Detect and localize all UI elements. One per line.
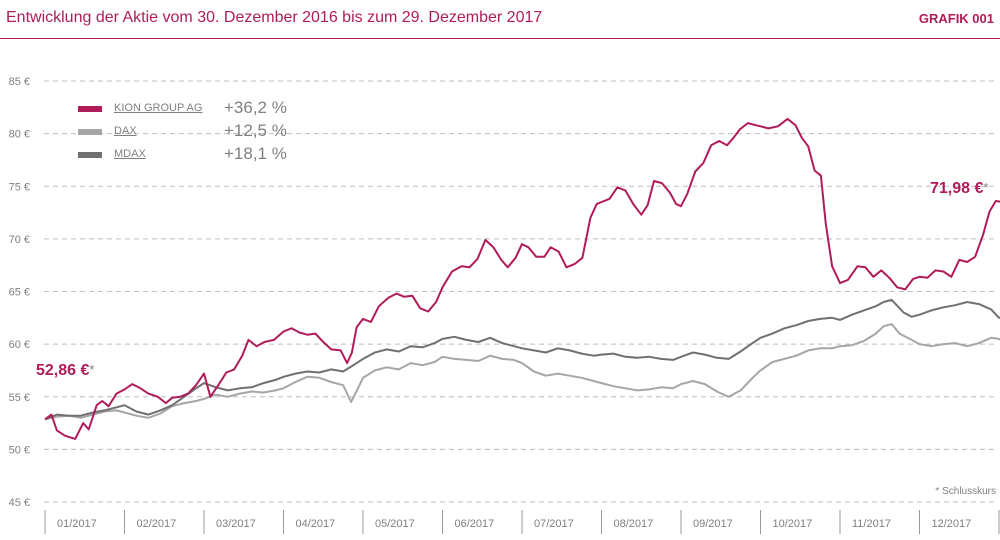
legend-change: +18,1 % xyxy=(224,144,287,163)
x-axis: 01/2017 02/2017 03/2017 04/2017 05/2017 06/20… xyxy=(44,510,1000,534)
legend-change: +36,2 % xyxy=(224,98,287,117)
end-asterisk: * xyxy=(983,180,989,195)
x-tick-label: 06/2017 xyxy=(455,518,495,530)
footnote: * Schlusskurs xyxy=(935,486,996,497)
legend-item-kion: KION GROUP AG +36,2 % xyxy=(78,98,308,123)
x-tick-label: 08/2017 xyxy=(614,518,654,530)
y-axis: 85 € 80 € 75 € 70 € 65 € 60 € 55 € 50 € 45 € xyxy=(9,76,30,509)
header-bar: Entwicklung der Aktie vom 30. Dezember 2… xyxy=(0,0,1000,39)
legend-label: MDAX xyxy=(114,148,146,160)
x-tick-label: 07/2017 xyxy=(534,518,574,530)
legend-swatch-dax xyxy=(78,129,102,135)
y-tick-label: 65 € xyxy=(9,287,30,299)
end-value: 71,98 € xyxy=(930,180,984,197)
y-tick-label: 45 € xyxy=(9,497,30,509)
graphic-tag: GRAFIK 001 xyxy=(918,11,994,26)
start-asterisk: * xyxy=(89,362,95,377)
y-tick-label: 60 € xyxy=(9,339,30,351)
series-line-mdax xyxy=(44,298,1000,421)
y-tick-label: 70 € xyxy=(9,234,30,246)
x-tick-label: 03/2017 xyxy=(216,518,256,530)
legend: KION GROUP AG +36,2 % DAX +12,5 % MDAX +… xyxy=(78,98,308,169)
y-tick-label: 55 € xyxy=(9,392,30,404)
legend-label: DAX xyxy=(114,125,137,137)
x-tick-label: 10/2017 xyxy=(773,518,813,530)
x-tick-label: 11/2017 xyxy=(852,518,891,530)
start-value-label: 52,86 €* xyxy=(36,362,94,380)
legend-label: KION GROUP AG xyxy=(114,102,203,114)
x-tick-label: 02/2017 xyxy=(137,518,177,530)
x-tick-label: 01/2017 xyxy=(57,518,97,530)
x-tick-label: 04/2017 xyxy=(296,518,336,530)
start-value: 52,86 € xyxy=(36,362,90,379)
legend-swatch-mdax xyxy=(78,152,102,158)
chart-title: Entwicklung der Aktie vom 30. Dezember 2… xyxy=(6,9,543,26)
series-lines xyxy=(44,117,1000,440)
legend-item-mdax: MDAX +18,1 % xyxy=(78,144,308,169)
y-tick-label: 80 € xyxy=(9,129,30,141)
y-tick-label: 85 € xyxy=(9,76,30,88)
legend-item-dax: DAX +12,5 % xyxy=(78,121,308,146)
y-tick-label: 50 € xyxy=(9,444,30,456)
x-tick-label: 05/2017 xyxy=(375,518,415,530)
grid-lines xyxy=(44,80,998,503)
x-tick-label: 12/2017 xyxy=(932,518,972,530)
series-line-dax xyxy=(44,323,1000,421)
x-tick-label: 09/2017 xyxy=(693,518,733,530)
series-line-kion-group-ag xyxy=(44,117,1000,440)
legend-change: +12,5 % xyxy=(224,121,287,140)
end-value-label: 71,98 €* xyxy=(930,180,988,198)
y-tick-label: 75 € xyxy=(9,181,30,193)
legend-swatch-kion xyxy=(78,106,102,112)
